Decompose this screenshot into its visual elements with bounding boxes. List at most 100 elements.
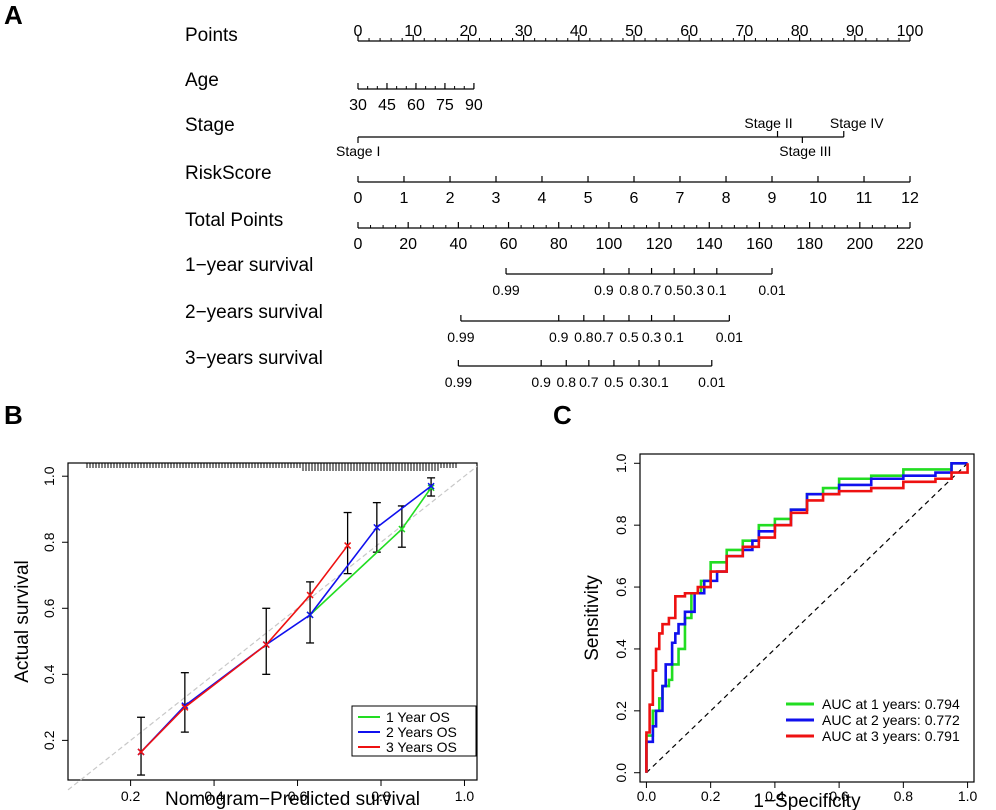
nomogram-tick-label: 200 <box>846 236 873 253</box>
nomogram-tick-label: 0.7 <box>642 282 662 298</box>
roc-plot-frame <box>639 453 975 783</box>
nomogram-tick-label: 45 <box>378 97 396 114</box>
panel-label-b: B <box>4 400 23 430</box>
roc-legend-label: AUC at 3 years: 0.791 <box>822 728 960 744</box>
nomogram-tick-label: 0.7 <box>579 374 599 390</box>
nomogram-tick-label: 70 <box>736 23 754 40</box>
calibration-point <box>344 542 352 550</box>
nomogram-tick-label: 50 <box>625 23 643 40</box>
roc-legend-label: AUC at 2 years: 0.772 <box>822 712 960 728</box>
nomogram-tick-label: 220 <box>897 236 924 253</box>
nomogram-tick-label: 1 <box>400 190 409 207</box>
calibration-point <box>137 748 145 756</box>
nomogram-tick-label: 0.01 <box>758 282 785 298</box>
roc-x-axis-title: 1−Specificity <box>753 791 861 810</box>
calibration-y-tick-label: 0.2 <box>41 730 57 750</box>
nomogram-tick-label: 5 <box>584 190 593 207</box>
nomogram-tick-label: 0.5 <box>619 329 639 345</box>
calibration-series-line-3 <box>140 545 349 753</box>
calibration-x-tick-label: 0.4 <box>204 788 224 804</box>
nomogram-tick-label: 0.1 <box>649 374 669 390</box>
nomogram-tick-label: 90 <box>465 97 483 114</box>
calibration-y-axis-title: Actual survival <box>12 560 33 683</box>
nomogram-tick-label: 75 <box>436 97 454 114</box>
nomogram-tick-label: 10 <box>809 190 827 207</box>
roc-x-tick-label: 1.0 <box>958 788 978 804</box>
nomogram-row-label-age: Age <box>185 70 219 91</box>
nomogram-tick-label: 100 <box>897 23 924 40</box>
nomogram-row-label-y1: 1−year survival <box>185 255 313 276</box>
nomogram-row-label-y3: 3−years survival <box>185 348 323 369</box>
roc-x-tick-label: 0.2 <box>701 788 721 804</box>
nomogram-tick-label: 0.99 <box>447 329 474 345</box>
nomogram-tick-label: 80 <box>550 236 568 253</box>
nomogram-tick-label: 60 <box>407 97 425 114</box>
nomogram-tick-label: 0.99 <box>445 374 472 390</box>
roc-y-tick-label: 0.0 <box>613 763 629 783</box>
nomogram-tick-label: 120 <box>646 236 673 253</box>
nomogram-tick-label: 7 <box>676 190 685 207</box>
nomogram-tick-label: 0.9 <box>549 329 569 345</box>
calibration-legend-label: 1 Year OS <box>386 709 450 725</box>
panel-label-a: A <box>4 0 23 30</box>
nomogram-tick-label: 30 <box>349 97 367 114</box>
roc-reference-line <box>646 462 968 774</box>
nomogram-tick-label: 0.5 <box>664 282 684 298</box>
nomogram-tick-label: 0.7 <box>594 329 614 345</box>
roc-y-tick-label: 0.2 <box>613 701 629 721</box>
nomogram-tick-label: 0.9 <box>594 282 614 298</box>
nomogram-tick-label: 100 <box>596 236 623 253</box>
nomogram-tick-label: Stage I <box>336 143 380 159</box>
nomogram-tick-label: 0.9 <box>531 374 551 390</box>
nomogram-tick-label: 0 <box>354 190 363 207</box>
calibration-series-line-2 <box>140 485 432 753</box>
nomogram-tick-label: 0.8 <box>557 374 577 390</box>
nomogram-row-label-y2: 2−years survival <box>185 302 323 323</box>
nomogram-tick-label: 0.1 <box>664 329 684 345</box>
nomogram-tick-label: 0.99 <box>492 282 519 298</box>
nomogram-tick-label: 0.3 <box>642 329 662 345</box>
nomogram-tick-label: 0 <box>354 236 363 253</box>
nomogram-tick-label: 80 <box>791 23 809 40</box>
nomogram-tick-label: 3 <box>492 190 501 207</box>
nomogram-tick-label: 180 <box>796 236 823 253</box>
nomogram-tick-label: 60 <box>680 23 698 40</box>
nomogram-tick-label: 0.5 <box>604 374 624 390</box>
roc-plot: 0.0 0.0 0.2 0.2 0.4 0.4 0.6 0.6 0.8 0.8 1.0 1.0 1−Sp… <box>582 453 978 810</box>
nomogram-tick-label: 140 <box>696 236 723 253</box>
nomogram-tick-label: 90 <box>846 23 864 40</box>
calibration-point <box>262 641 270 649</box>
nomogram-tick-label: 9 <box>768 190 777 207</box>
calibration-y-tick-label: 0.6 <box>41 598 57 618</box>
nomogram-tick-label: Stage III <box>779 143 831 159</box>
calibration-y-tick-label: 0.4 <box>41 664 57 684</box>
roc-x-tick-label: 0.4 <box>765 788 785 804</box>
calibration-legend-label: 2 Years OS <box>386 724 457 740</box>
roc-x-tick-label: 0.8 <box>894 788 914 804</box>
nomogram-tick-label: Stage IV <box>830 115 884 131</box>
nomogram-tick-label: 160 <box>746 236 773 253</box>
nomogram-tick-label: 12 <box>901 190 919 207</box>
nomogram-tick-label: Stage II <box>744 115 792 131</box>
nomogram-tick-label: 0.3 <box>684 282 704 298</box>
roc-x-tick-label: 0.0 <box>637 788 657 804</box>
calibration-point <box>306 611 314 619</box>
nomogram-tick-label: 10 <box>404 23 422 40</box>
nomogram-tick-label: 0.01 <box>716 329 743 345</box>
calibration-point <box>181 703 189 711</box>
nomogram-tick-label: 40 <box>449 236 467 253</box>
calibration-y-tick-label: 1.0 <box>41 466 57 486</box>
nomogram-row-label-stage: Stage <box>185 115 235 136</box>
nomogram-tick-label: 11 <box>856 190 873 207</box>
nomogram-row-label-total: Total Points <box>185 210 283 231</box>
roc-y-tick-label: 1.0 <box>613 453 629 473</box>
nomogram-tick-label: 30 <box>515 23 533 40</box>
nomogram-tick-label: 2 <box>446 190 455 207</box>
nomogram-tick-label: 20 <box>399 236 417 253</box>
calibration-point <box>306 591 314 599</box>
calibration-point <box>398 525 406 533</box>
calibration-x-tick-label: 0.8 <box>371 788 391 804</box>
nomogram-tick-label: 40 <box>570 23 588 40</box>
